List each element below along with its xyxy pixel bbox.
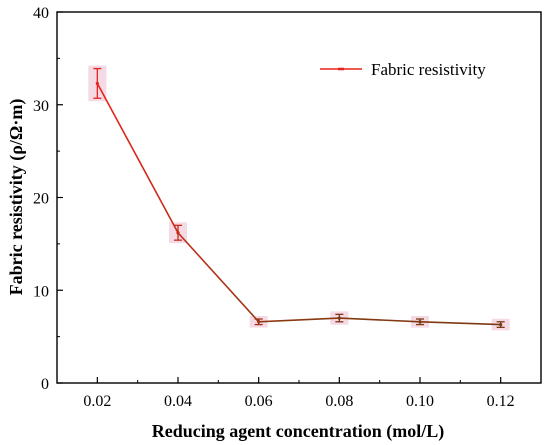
y-tick-label: 40 xyxy=(33,5,49,22)
axis-ticks: 0.02 0.04 0.06 0.08 0.10 0.12 0 10 20 30 40 xyxy=(33,5,515,410)
y-tick-label: 0 xyxy=(41,376,49,393)
data-point xyxy=(337,316,341,320)
x-tick-label: 0.02 xyxy=(83,393,111,410)
x-tick-label: 0.06 xyxy=(245,393,273,410)
data-point xyxy=(176,231,180,235)
legend-label: Fabric resistivity xyxy=(371,60,486,79)
legend: Fabric resistivity xyxy=(320,60,486,79)
x-tick-label: 0.08 xyxy=(325,393,353,410)
x-axis-title: Reducing agent concentration (mol/L) xyxy=(152,421,444,442)
y-tick-label: 10 xyxy=(33,283,49,300)
data-point xyxy=(499,322,503,327)
x-tick-label: 0.10 xyxy=(406,393,434,410)
x-tick-label: 0.04 xyxy=(164,393,192,410)
series-line-fabric-resistivity xyxy=(96,83,501,326)
y-axis-title: Fabric resistivity (ρ/Ω·m) xyxy=(6,99,27,296)
x-tick-label: 0.12 xyxy=(487,393,515,410)
data-point xyxy=(257,320,261,324)
y-tick-label: 20 xyxy=(33,191,49,208)
data-point xyxy=(95,81,99,86)
plot-marks xyxy=(88,65,510,331)
y-tick-label: 30 xyxy=(33,98,49,115)
data-point xyxy=(418,320,422,324)
